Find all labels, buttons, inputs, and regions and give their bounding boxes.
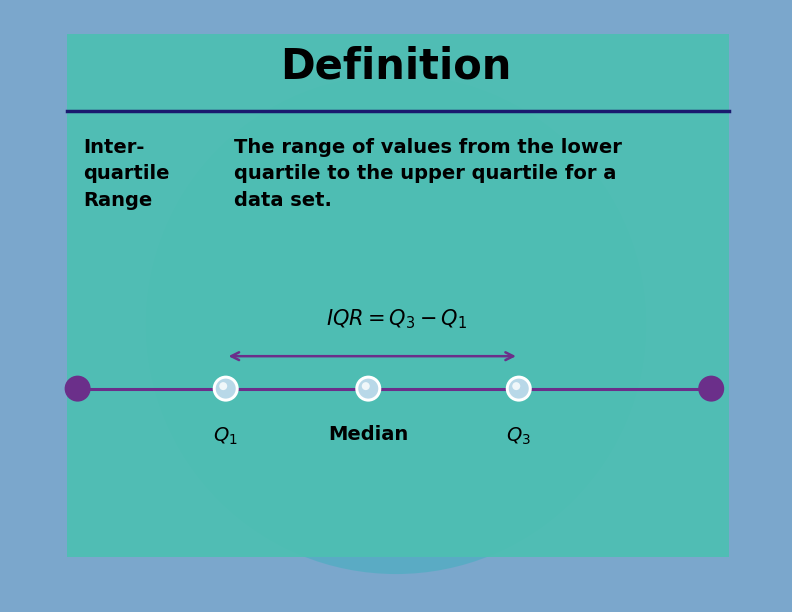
Ellipse shape bbox=[362, 382, 370, 390]
Text: $\mathit{IQR} = Q_3 - Q_1$: $\mathit{IQR} = Q_3 - Q_1$ bbox=[326, 308, 466, 331]
Ellipse shape bbox=[213, 376, 238, 401]
Text: $Q_3$: $Q_3$ bbox=[506, 425, 531, 447]
Text: Inter-
quartile
Range: Inter- quartile Range bbox=[83, 138, 169, 210]
FancyBboxPatch shape bbox=[67, 34, 729, 557]
Text: The range of values from the lower
quartile to the upper quartile for a
data set: The range of values from the lower quart… bbox=[234, 138, 622, 210]
Ellipse shape bbox=[512, 382, 520, 390]
Ellipse shape bbox=[508, 379, 529, 398]
Ellipse shape bbox=[65, 376, 90, 401]
Text: Definition: Definition bbox=[280, 45, 512, 87]
Text: Median: Median bbox=[328, 425, 409, 444]
Ellipse shape bbox=[215, 379, 236, 398]
Ellipse shape bbox=[699, 376, 724, 401]
Text: $Q_1$: $Q_1$ bbox=[213, 425, 238, 447]
Ellipse shape bbox=[219, 382, 227, 390]
Ellipse shape bbox=[506, 376, 531, 401]
Ellipse shape bbox=[358, 379, 379, 398]
Ellipse shape bbox=[356, 376, 381, 401]
Ellipse shape bbox=[146, 75, 646, 574]
